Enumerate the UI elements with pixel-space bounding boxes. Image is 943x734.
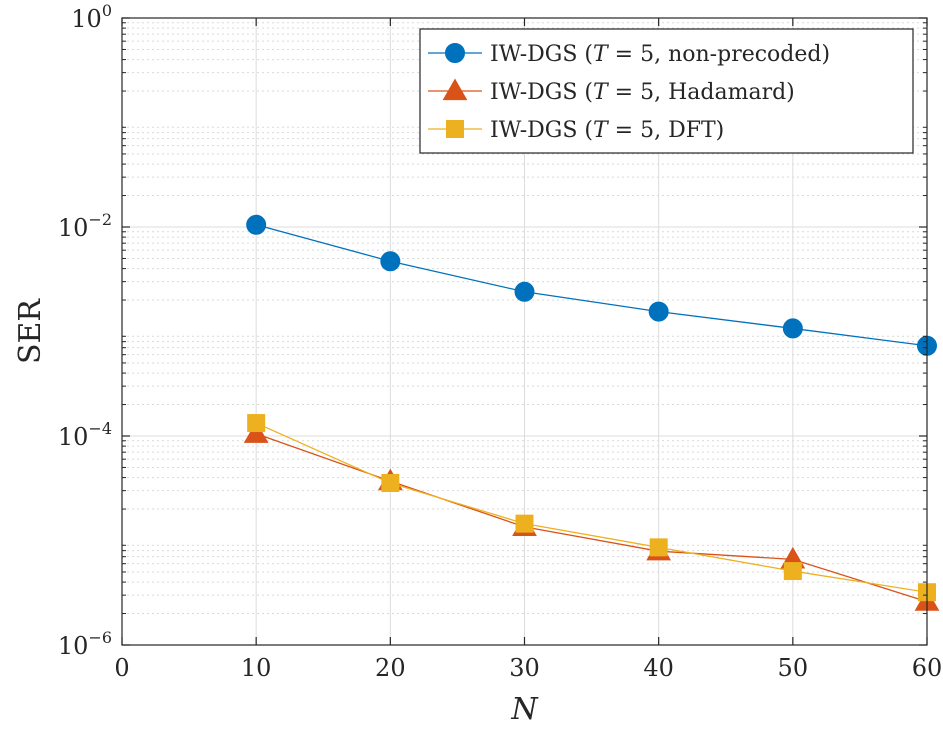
data-point [246, 214, 267, 235]
x-tick-label: 20 [375, 654, 406, 682]
x-tick-label: 0 [114, 654, 129, 682]
data-point [649, 538, 668, 557]
data-point [514, 281, 535, 302]
x-tick-label: 60 [912, 654, 943, 682]
legend-item: IW-DGS (T = 5, non-precoded) [428, 42, 830, 67]
legend-label: IW-DGS (T = 5, DFT) [490, 118, 724, 143]
legend-marker [446, 120, 464, 138]
data-point [648, 301, 669, 322]
data-point [783, 562, 802, 581]
data-point [782, 318, 803, 339]
y-axis-label: SER [13, 298, 48, 364]
data-point [515, 514, 534, 533]
y-tick-label: 10−6 [58, 628, 112, 660]
legend-label: IW-DGS (T = 5, Hadamard) [490, 80, 795, 105]
legend-marker [442, 78, 468, 101]
x-tick-label: 40 [643, 654, 674, 682]
axis-ticks [121, 17, 928, 646]
series-line [255, 422, 928, 593]
y-tick-labels: 10−6 10−4 10−2 100 [58, 1, 112, 660]
x-tick-labels: 0 10 20 30 40 50 60 [114, 654, 942, 682]
series-3 [247, 414, 936, 602]
data-point [243, 421, 269, 443]
legend: IW-DGS (T = 5, non-precoded) IW-DGS (T = … [419, 28, 914, 154]
legend-item: IW-DGS (T = 5, DFT) [428, 118, 724, 143]
x-axis-label: N [510, 692, 539, 727]
legend-marker [445, 43, 465, 63]
x-tick-label: 30 [509, 654, 540, 682]
y-tick-label: 100 [71, 1, 112, 33]
legend-label: IW-DGS (T = 5, non-precoded) [490, 42, 830, 67]
data-point [381, 474, 400, 493]
x-tick-label: 50 [778, 654, 809, 682]
legend-box [419, 28, 914, 154]
y-tick-label: 10−4 [58, 419, 112, 451]
data-point [380, 251, 401, 272]
y-tick-label: 10−2 [58, 210, 112, 242]
legend-item: IW-DGS (T = 5, Hadamard) [428, 78, 795, 105]
series-line [255, 224, 928, 347]
data-point [247, 414, 266, 433]
x-tick-label: 10 [241, 654, 272, 682]
series-1 [246, 214, 937, 356]
